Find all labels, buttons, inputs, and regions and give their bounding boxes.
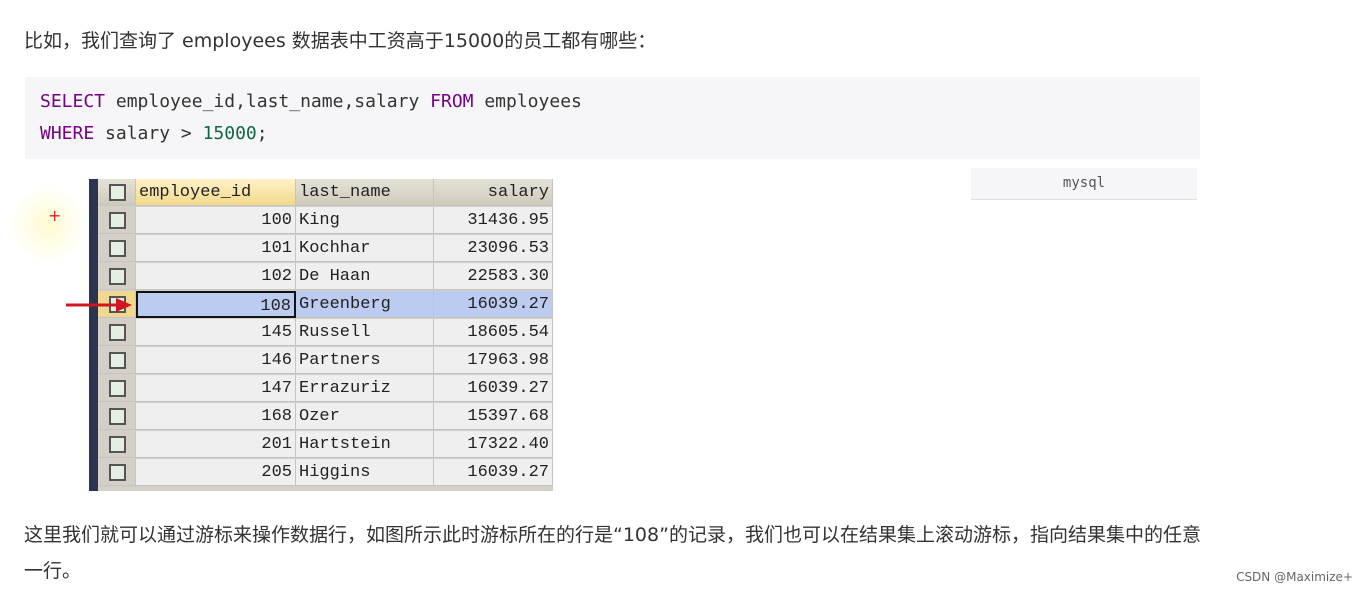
table-row[interactable]: 205 Higgins 16039.27 (98, 459, 553, 487)
table-row[interactable]: 146 Partners 17963.98 (98, 347, 553, 375)
cell[interactable]: Errazuriz (296, 375, 434, 402)
table-row[interactable]: 147 Errazuriz 16039.27 (98, 375, 553, 403)
cell[interactable]: 100 (136, 207, 296, 234)
cell[interactable]: Greenberg (296, 291, 434, 318)
cell[interactable]: employee_id (136, 179, 296, 206)
cell[interactable]: last_name (296, 179, 434, 206)
row-selector[interactable] (98, 263, 136, 290)
code-block: SELECT employee_id,last_name,salary FROM… (25, 77, 1200, 159)
crosshair-cursor-icon: + (48, 206, 62, 225)
cell[interactable]: salary (434, 179, 553, 206)
cell[interactable]: Kochhar (296, 235, 434, 262)
cell[interactable]: 16039.27 (434, 375, 553, 402)
cell[interactable]: 23096.53 (434, 235, 553, 262)
checkbox-icon[interactable] (109, 352, 126, 369)
outro-text: 这里我们就可以通过游标来操作数据行，如图所示此时游标所在的行是“108”的记录，… (24, 524, 1201, 582)
cell[interactable]: Hartstein (296, 431, 434, 458)
cell[interactable]: Higgins (296, 459, 434, 486)
cell[interactable]: 102 (136, 263, 296, 290)
checkbox-icon[interactable] (109, 268, 126, 285)
code-text: employee_id,last_name,salary (105, 91, 431, 112)
language-label: mysql (971, 168, 1197, 200)
row-selector[interactable] (98, 319, 136, 346)
table-row[interactable]: 101 Kochhar 23096.53 (98, 235, 553, 263)
row-selector[interactable] (98, 375, 136, 402)
cell[interactable]: 108 (136, 291, 296, 318)
cell[interactable]: 17322.40 (434, 431, 553, 458)
row-selector[interactable] (98, 207, 136, 234)
table-row[interactable]: 145 Russell 18605.54 (98, 319, 553, 347)
result-grid: employee_id last_name salary 100 King 31436.9… (89, 179, 553, 491)
cell[interactable]: 146 (136, 347, 296, 374)
cell[interactable]: 147 (136, 375, 296, 402)
cell[interactable]: 17963.98 (434, 347, 553, 374)
checkbox-icon[interactable] (109, 324, 126, 341)
cell[interactable]: 101 (136, 235, 296, 262)
keyword: SELECT (40, 91, 106, 112)
cell[interactable]: 201 (136, 431, 296, 458)
cell[interactable]: Russell (296, 319, 434, 346)
cell[interactable]: Partners (296, 347, 434, 374)
watermark: CSDN @Maximize+ (1236, 570, 1353, 584)
checkbox-icon[interactable] (109, 408, 126, 425)
checkbox-icon[interactable] (109, 240, 126, 257)
table-row[interactable]: 102 De Haan 22583.30 (98, 263, 553, 291)
cell[interactable]: 205 (136, 459, 296, 486)
code-line-1: SELECT employee_id,last_name,salary FROM… (40, 91, 582, 112)
keyword: WHERE (40, 123, 95, 144)
code-text: salary > (94, 123, 203, 144)
table-row[interactable]: 108 Greenberg 16039.27 (98, 291, 553, 319)
number: 15000 (202, 123, 257, 144)
table-row[interactable]: 100 King 31436.95 (98, 207, 553, 235)
checkbox-icon[interactable] (109, 380, 126, 397)
cell[interactable]: 168 (136, 403, 296, 430)
row-selector[interactable] (98, 459, 136, 486)
red-arrow-icon (66, 298, 132, 312)
table-row[interactable]: 201 Hartstein 17322.40 (98, 431, 553, 459)
checkbox-icon[interactable] (109, 464, 126, 481)
row-selector[interactable] (98, 347, 136, 374)
checkbox-icon[interactable] (109, 184, 126, 201)
cell[interactable]: De Haan (296, 263, 434, 290)
cell[interactable]: 18605.54 (434, 319, 553, 346)
table-row[interactable]: 168 Ozer 15397.68 (98, 403, 553, 431)
code-text: employees (473, 91, 582, 112)
keyword: FROM (430, 91, 474, 112)
row-selector[interactable] (98, 431, 136, 458)
cell[interactable]: 145 (136, 319, 296, 346)
row-selector[interactable] (98, 179, 136, 206)
row-selector[interactable] (98, 235, 136, 262)
code-line-2: WHERE salary > 15000; (40, 123, 268, 144)
cell[interactable]: 31436.95 (434, 207, 553, 234)
intro-text: 比如，我们查询了 employees 数据表中工资高于15000的员工都有哪些： (24, 30, 657, 52)
cell[interactable]: 15397.68 (434, 403, 553, 430)
row-selector[interactable] (98, 403, 136, 430)
cell[interactable]: 22583.30 (434, 263, 553, 290)
cell[interactable]: 16039.27 (434, 459, 553, 486)
checkbox-icon[interactable] (109, 212, 126, 229)
cell[interactable]: Ozer (296, 403, 434, 430)
checkbox-icon[interactable] (109, 436, 126, 453)
cell[interactable]: King (296, 207, 434, 234)
code-text: ; (256, 123, 268, 144)
header-row[interactable]: employee_id last_name salary (98, 179, 553, 207)
cursor-highlight (8, 185, 88, 265)
cell[interactable]: 16039.27 (434, 291, 553, 318)
